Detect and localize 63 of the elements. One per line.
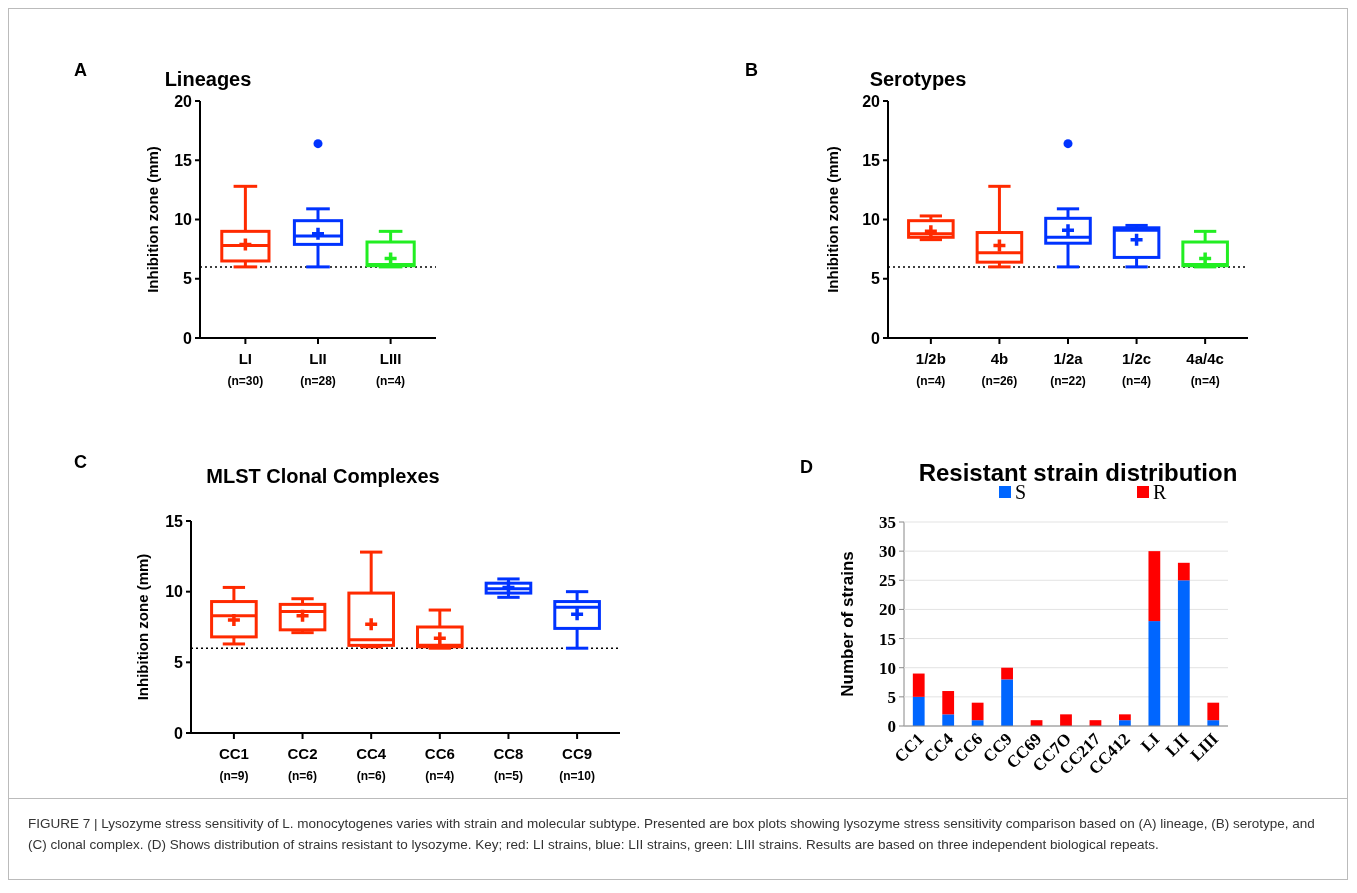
x-tick-label: 1/2a (n=22)	[1050, 350, 1086, 388]
y-axis-title: Inhibition zone (mm)	[144, 146, 161, 293]
bar	[1060, 714, 1072, 726]
chart-title: MLST Clonal Complexes	[206, 465, 440, 487]
text: B	[745, 60, 758, 80]
bar	[1177, 562, 1190, 581]
x-tick-label: 4b (n=26)	[981, 350, 1018, 388]
bar	[1119, 714, 1131, 721]
y-tick-label: 5	[871, 270, 881, 288]
y-tick-label: 5	[174, 653, 184, 671]
text: A	[74, 60, 87, 80]
y-tick-label: 35	[879, 512, 896, 532]
text: D	[800, 457, 813, 477]
y-tick-label: 15	[174, 151, 193, 169]
y-tick-label: 10	[862, 211, 881, 229]
x-tick-label: CC2 (n=6)	[287, 745, 318, 783]
bar	[1148, 621, 1161, 726]
y-tick-label: 0	[174, 724, 184, 742]
bar	[1177, 580, 1190, 726]
chart-title: Lineages	[164, 68, 252, 90]
bar	[912, 696, 925, 726]
x-tick-label: LI (n=30)	[227, 350, 264, 388]
x-tick-label: 4a/4c (n=4)	[1186, 350, 1224, 388]
y-tick-label: 15	[165, 512, 184, 530]
bar	[1207, 702, 1220, 721]
y-axis-title: Inhibition zone (mm)	[824, 146, 841, 293]
bar	[1001, 667, 1013, 680]
x-tick-label: 1/2c (n=4)	[1121, 350, 1152, 388]
x-tick-label: LII (n=28)	[300, 350, 336, 388]
x-tick-label: LI	[1137, 729, 1164, 756]
y-tick-label: 20	[879, 600, 896, 620]
y-axis-title: Inhibition zone (mm)	[134, 553, 151, 701]
x-tick-label: CC6 (n=4)	[424, 745, 455, 783]
y-tick-label: 10	[174, 211, 193, 229]
x-tick-label: CC8 (n=5)	[493, 745, 524, 783]
y-axis-title: Number of strains	[838, 551, 857, 697]
x-tick-label: CC1 (n=9)	[218, 745, 249, 783]
text: C	[74, 452, 87, 472]
chart-title: Serotypes	[869, 68, 967, 90]
x-tick-label: 1/2b (n=4)	[915, 350, 946, 388]
y-tick-label: 20	[174, 92, 193, 110]
y-tick-label: 0	[871, 329, 881, 347]
y-tick-label: 5	[887, 687, 896, 707]
bar	[1148, 551, 1161, 622]
y-tick-label: 30	[879, 542, 896, 562]
x-tick-label: CC4 (n=6)	[356, 745, 387, 783]
bar	[1001, 679, 1013, 726]
x-tick-label: CC9 (n=10)	[559, 745, 595, 783]
bar	[971, 702, 984, 721]
y-tick-label: 10	[165, 583, 184, 601]
caption: FIGURE 7 | Lysozyme stress sensitivity of L. monocytogenes varies with strain and molecular subtype. Presented are box plots showing lysozyme stress sensitivity comparison based on (A) lineage, (B) serotype, and (C) clonal complex. (D) Shows distribution of strains resistant to lysozyme. Key; red: LI strains, blue: LII strains, green: LIII strains. Results are based on three independent biological repeats.	[28, 815, 1316, 854]
y-tick-label: 10	[879, 658, 896, 678]
y-tick-label: 15	[879, 629, 896, 649]
bar	[942, 691, 955, 715]
bar	[942, 714, 955, 726]
y-tick-label: 0	[887, 716, 896, 736]
bar	[912, 673, 925, 697]
y-tick-label: 15	[862, 151, 881, 169]
y-tick-label: 25	[879, 571, 896, 591]
y-tick-label: 0	[183, 329, 193, 347]
x-tick-label: LIII (n=4)	[376, 350, 406, 388]
y-tick-label: 20	[862, 92, 881, 110]
y-tick-label: 5	[183, 270, 193, 288]
